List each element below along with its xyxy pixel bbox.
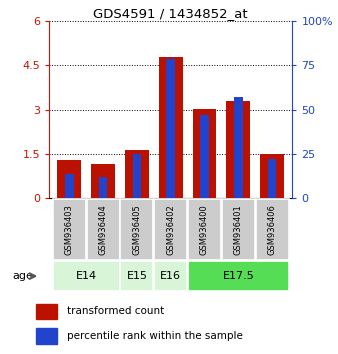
FancyBboxPatch shape: [87, 200, 120, 259]
Bar: [132, 154, 141, 198]
Text: E16: E16: [160, 271, 181, 281]
FancyBboxPatch shape: [120, 262, 153, 291]
Text: GSM936402: GSM936402: [166, 204, 175, 255]
Bar: [57, 160, 81, 198]
Text: E15: E15: [126, 271, 147, 281]
Text: GSM936400: GSM936400: [200, 204, 209, 255]
Text: GSM936405: GSM936405: [132, 204, 141, 255]
Bar: [91, 164, 115, 198]
Bar: [260, 154, 284, 198]
Bar: [125, 150, 149, 198]
Bar: [35, 303, 57, 319]
Bar: [268, 159, 276, 198]
FancyBboxPatch shape: [53, 200, 86, 259]
Bar: [166, 59, 175, 198]
FancyBboxPatch shape: [154, 200, 187, 259]
Bar: [65, 175, 74, 198]
Bar: [226, 101, 250, 198]
Text: GSM936406: GSM936406: [268, 204, 276, 255]
Text: transformed count: transformed count: [67, 307, 164, 316]
FancyBboxPatch shape: [154, 262, 187, 291]
FancyBboxPatch shape: [53, 262, 120, 291]
Text: GSM936401: GSM936401: [234, 204, 243, 255]
Text: GSM936403: GSM936403: [65, 204, 74, 255]
Bar: [99, 177, 107, 198]
Text: E17.5: E17.5: [222, 271, 254, 281]
Bar: [234, 97, 243, 198]
Text: GSM936404: GSM936404: [99, 204, 107, 255]
FancyBboxPatch shape: [222, 200, 255, 259]
Bar: [159, 57, 183, 198]
FancyBboxPatch shape: [120, 200, 153, 259]
FancyBboxPatch shape: [256, 200, 289, 259]
Bar: [35, 329, 57, 344]
Bar: [200, 115, 209, 198]
FancyBboxPatch shape: [188, 200, 221, 259]
Text: age: age: [12, 271, 33, 281]
FancyBboxPatch shape: [188, 262, 289, 291]
Text: E14: E14: [76, 271, 97, 281]
Bar: [193, 109, 216, 198]
Text: percentile rank within the sample: percentile rank within the sample: [67, 331, 243, 341]
Title: GDS4591 / 1434852_at: GDS4591 / 1434852_at: [93, 7, 248, 20]
